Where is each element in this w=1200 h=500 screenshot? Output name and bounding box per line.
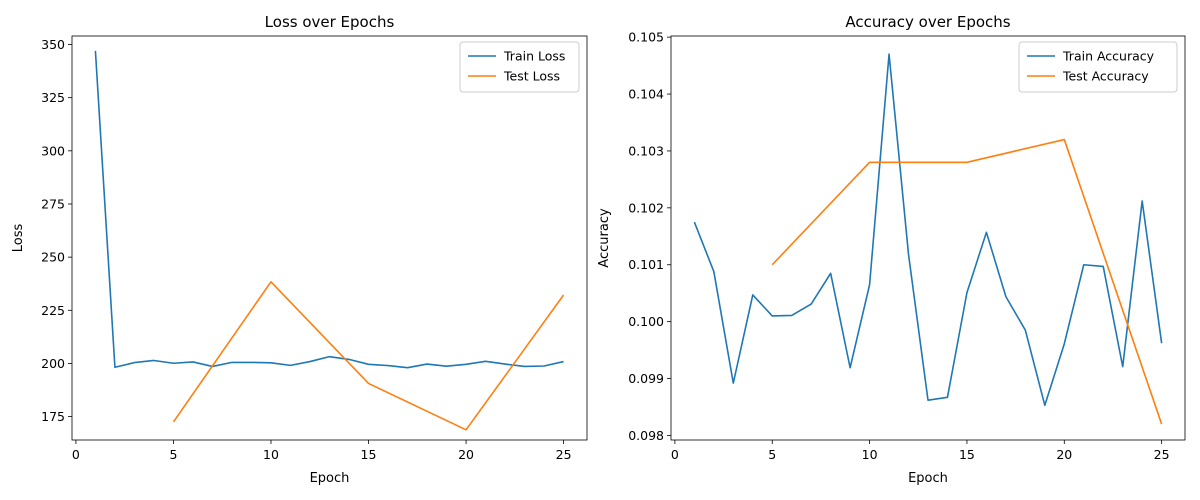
legend-label: Test Accuracy: [1062, 69, 1149, 84]
y-tick-label: 0.102: [628, 200, 664, 215]
legend-box: [459, 41, 580, 93]
y-tick-label: 0.103: [628, 143, 664, 158]
loss-chart-series: [94, 50, 565, 431]
loss-chart-ticks: 0 5 10 15 20 25 175 200 225 250 275 300 325 350: [41, 37, 571, 462]
x-tick-label: 20: [1056, 447, 1072, 462]
y-tick-label: 0.104: [628, 87, 664, 102]
y-tick-label: 275: [41, 196, 65, 211]
y-tick-label: 0.100: [628, 314, 664, 329]
x-tick-label: 0: [671, 447, 679, 462]
y-tick-label: 0.099: [628, 371, 664, 386]
loss-chart-ylabel: Loss: [11, 224, 26, 253]
y-tick-label: 0.098: [628, 428, 664, 443]
x-tick-label: 20: [458, 447, 474, 462]
y-tick-label: 200: [41, 356, 65, 371]
x-tick-label: 25: [556, 447, 572, 462]
y-tick-label: 300: [41, 143, 65, 158]
y-tick-label: 175: [41, 409, 65, 424]
accuracy-chart: Accuracy over Epochs Epoch Accuracy 0 5 10…: [597, 13, 1186, 486]
loss-chart-title: Loss over Epochs: [265, 13, 395, 31]
x-tick-label: 0: [72, 447, 80, 462]
series-line-test-loss: [172, 280, 565, 431]
accuracy-chart-series: [693, 53, 1163, 425]
series-line-train-loss: [94, 50, 564, 369]
y-tick-label: 0.101: [628, 257, 664, 272]
y-tick-label: 225: [41, 303, 65, 318]
x-tick-label: 15: [361, 447, 377, 462]
x-tick-label: 15: [959, 447, 975, 462]
x-tick-label: 5: [768, 447, 776, 462]
x-tick-label: 5: [169, 447, 177, 462]
legend-label: Test Loss: [503, 69, 560, 84]
accuracy-chart-title: Accuracy over Epochs: [845, 13, 1010, 31]
accuracy-chart-legend: Train Accuracy Test Accuracy: [1018, 41, 1178, 93]
y-tick-label: 0.105: [628, 30, 664, 45]
loss-chart: Loss over Epochs Epoch Loss 0 5 10 15 20 25 17…: [11, 13, 588, 486]
loss-chart-legend: Train Loss Test Loss: [459, 41, 580, 93]
loss-chart-xlabel: Epoch: [310, 471, 350, 486]
accuracy-chart-frame: [670, 35, 1186, 441]
y-tick-label: 250: [41, 250, 65, 265]
accuracy-chart-ticks: 0 5 10 15 20 25 0.098 0.099 0.100 0.101 0.102 0.103…: [628, 30, 1169, 462]
x-tick-label: 10: [263, 447, 279, 462]
legend-label: Train Loss: [503, 49, 565, 64]
y-tick-label: 350: [41, 37, 65, 52]
x-tick-label: 25: [1154, 447, 1170, 462]
loss-chart-frame: [71, 35, 588, 441]
series-line-test-accuracy: [771, 138, 1163, 425]
legend-box: [1018, 41, 1178, 93]
y-tick-label: 325: [41, 90, 65, 105]
accuracy-chart-ylabel: Accuracy: [597, 208, 612, 268]
accuracy-chart-xlabel: Epoch: [908, 471, 948, 486]
x-tick-label: 10: [862, 447, 878, 462]
series-line-train-accuracy: [693, 53, 1163, 407]
legend-label: Train Accuracy: [1062, 49, 1155, 64]
